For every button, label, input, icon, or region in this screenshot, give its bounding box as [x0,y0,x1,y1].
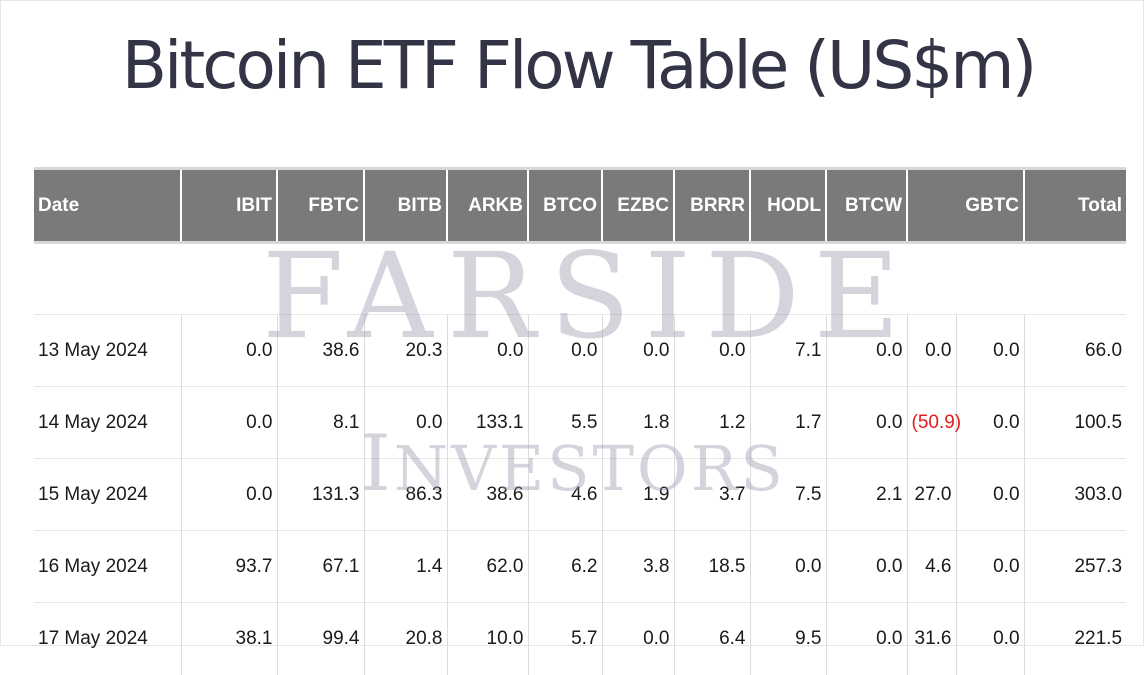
cell-btcw: 0.0 [825,602,907,675]
etf-flow-table: Date IBIT FBTC BITB ARKB BTCO EZBC BRRR … [34,167,1127,675]
cell-fbtc: 8.1 [276,386,364,459]
cell-arkb: 62.0 [446,530,528,603]
cell-btcw: 0.0 [825,530,907,603]
cell-ibit: 0.0 [180,314,277,387]
table-row: 13 May 2024 0.0 38.6 20.3 0.0 0.0 0.0 0.0 7.1 0.0… [34,314,1127,387]
cell-gbtc-secondary: 0.0 [955,602,1025,675]
cell-gbtc-secondary: 0.0 [955,458,1025,531]
cell-ezbc: 1.8 [601,386,674,459]
cell-gbtc: 31.6 [906,602,956,675]
header-ezbc: EZBC [601,167,674,244]
cell-ezbc: 0.0 [601,602,674,675]
cell-ibit: 0.0 [180,386,277,459]
cell-hodl: 7.5 [749,458,826,531]
cell-btco: 6.2 [527,530,602,603]
header-fbtc: FBTC [276,167,364,244]
table-header-row: Date IBIT FBTC BITB ARKB BTCO EZBC BRRR … [34,167,1127,244]
cell-btco: 0.0 [527,314,602,387]
table-body: 13 May 2024 0.0 38.6 20.3 0.0 0.0 0.0 0.0 7.1 0.0… [34,242,1127,675]
cell-total: 100.5 [1023,386,1127,459]
cell-bitb: 0.0 [363,386,447,459]
cell-date: 16 May 2024 [34,530,181,603]
cell-arkb: 0.0 [446,314,528,387]
cell-hodl: 7.1 [749,314,826,387]
header-btco: BTCO [527,167,602,244]
table-row: 15 May 2024 0.0 131.3 86.3 38.6 4.6 1.9 3.7 7.5 2… [34,458,1127,531]
cell-date: 13 May 2024 [34,314,181,387]
cell-btco: 5.5 [527,386,602,459]
cell-btco: 5.7 [527,602,602,675]
table-row: 14 May 2024 0.0 8.1 0.0 133.1 5.5 1.8 1.2 1.7 0.0… [34,386,1127,459]
cell-gbtc-secondary: 0.0 [955,314,1025,387]
header-ibit: IBIT [180,167,277,244]
header-total: Total [1023,167,1127,244]
cell-arkb: 133.1 [446,386,528,459]
cell-gbtc: 4.6 [906,530,956,603]
cell-hodl: 9.5 [749,602,826,675]
cell-date: 15 May 2024 [34,458,181,531]
cell-ezbc: 1.9 [601,458,674,531]
cell-hodl: 1.7 [749,386,826,459]
cell-gbtc: 0.0 [906,314,956,387]
page-title: Bitcoin ETF Flow Table (US$m) [121,27,1038,104]
cell-brrr: 3.7 [673,458,750,531]
header-hodl: HODL [749,167,826,244]
header-gbtc: GBTC [905,167,1025,244]
cell-arkb: 38.6 [446,458,528,531]
cell-brrr: 18.5 [673,530,750,603]
cell-gbtc: (50.9) [906,386,961,459]
header-bitb: BITB [363,167,447,244]
header-btcw: BTCW [825,167,907,244]
cell-fbtc: 99.4 [276,602,364,675]
cell-gbtc-secondary: 0.0 [955,386,1025,459]
cell-bitb: 1.4 [363,530,447,603]
cell-total: 257.3 [1023,530,1127,603]
cell-btco: 4.6 [527,458,602,531]
cell-btcw: 0.0 [825,386,907,459]
cell-fbtc: 67.1 [276,530,364,603]
cell-bitb: 20.3 [363,314,447,387]
cell-hodl: 0.0 [749,530,826,603]
cell-brrr: 1.2 [673,386,750,459]
cell-fbtc: 131.3 [276,458,364,531]
header-date: Date [34,167,181,244]
cell-total: 303.0 [1023,458,1127,531]
header-arkb: ARKB [446,167,528,244]
cell-total: 66.0 [1023,314,1127,387]
cell-ibit: 93.7 [180,530,277,603]
cell-bitb: 86.3 [363,458,447,531]
table-row: 16 May 2024 93.7 67.1 1.4 62.0 6.2 3.8 18.5 0.0 0… [34,530,1127,603]
cell-ezbc: 0.0 [601,314,674,387]
cell-total: 221.5 [1023,602,1127,675]
header-brrr: BRRR [673,167,750,244]
cell-date: 14 May 2024 [34,386,181,459]
cell-arkb: 10.0 [446,602,528,675]
cell-ezbc: 3.8 [601,530,674,603]
cell-brrr: 6.4 [673,602,750,675]
cell-btcw: 2.1 [825,458,907,531]
cell-brrr: 0.0 [673,314,750,387]
cell-gbtc: 27.0 [906,458,956,531]
cell-fbtc: 38.6 [276,314,364,387]
cell-ibit: 38.1 [180,602,277,675]
header-spacer [34,242,1127,315]
cell-gbtc-secondary: 0.0 [955,530,1025,603]
cell-bitb: 20.8 [363,602,447,675]
table-row: 17 May 2024 38.1 99.4 20.8 10.0 5.7 0.0 6.4 9.5 0… [34,602,1127,675]
cell-ibit: 0.0 [180,458,277,531]
cell-btcw: 0.0 [825,314,907,387]
cell-date: 17 May 2024 [34,602,181,675]
